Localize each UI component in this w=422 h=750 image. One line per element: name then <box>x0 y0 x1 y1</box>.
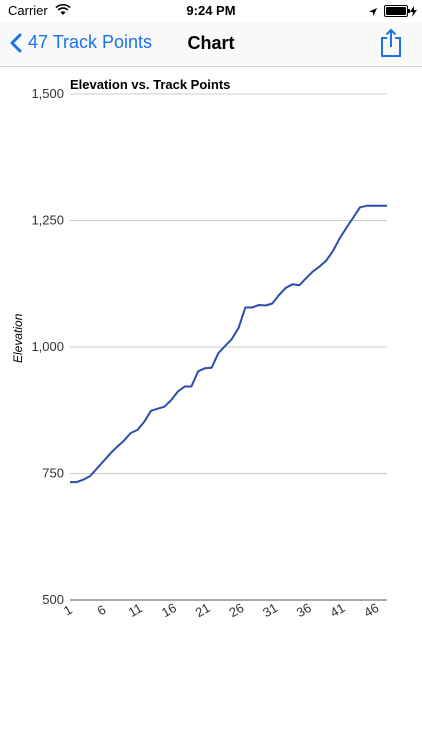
x-tick-label: 6 <box>95 602 109 619</box>
navigation-bar: 47 Track Points Chart <box>0 22 422 67</box>
status-bar: Carrier 9:24 PM <box>0 0 422 22</box>
y-tick-label: 500 <box>42 592 64 607</box>
y-tick-label: 1,250 <box>31 213 64 228</box>
x-tick-label: 36 <box>294 600 314 620</box>
wifi-icon <box>55 3 71 19</box>
chevron-left-icon <box>10 33 22 52</box>
share-button[interactable] <box>379 28 403 63</box>
charging-bolt-icon <box>410 5 417 20</box>
share-icon <box>381 28 401 57</box>
y-tick-label: 750 <box>42 466 64 481</box>
x-tick-label: 31 <box>260 600 280 620</box>
y-tick-label: 1,000 <box>31 339 64 354</box>
y-tick-label: 1,500 <box>31 86 64 101</box>
x-tick-label: 41 <box>328 600 348 620</box>
location-arrow-icon <box>368 5 378 20</box>
x-tick-label: 21 <box>193 600 213 620</box>
x-tick-label: 46 <box>361 600 381 620</box>
elevation-series-line <box>70 204 387 484</box>
back-button[interactable]: 47 Track Points <box>10 32 152 53</box>
chart-container: Elevation vs. Track Points Elevation 500… <box>0 67 422 637</box>
battery-icon <box>384 5 410 17</box>
page-title: Chart <box>187 33 235 53</box>
x-tick-label: 11 <box>126 600 145 620</box>
x-tick-label: 16 <box>159 600 179 620</box>
carrier-label: Carrier <box>8 3 48 18</box>
status-time: 9:24 PM <box>186 3 236 18</box>
x-tick-label: 26 <box>226 600 246 620</box>
back-button-label: 47 Track Points <box>28 32 153 52</box>
chart-title: Elevation vs. Track Points <box>70 77 231 92</box>
x-tick-label: 1 <box>61 602 75 619</box>
